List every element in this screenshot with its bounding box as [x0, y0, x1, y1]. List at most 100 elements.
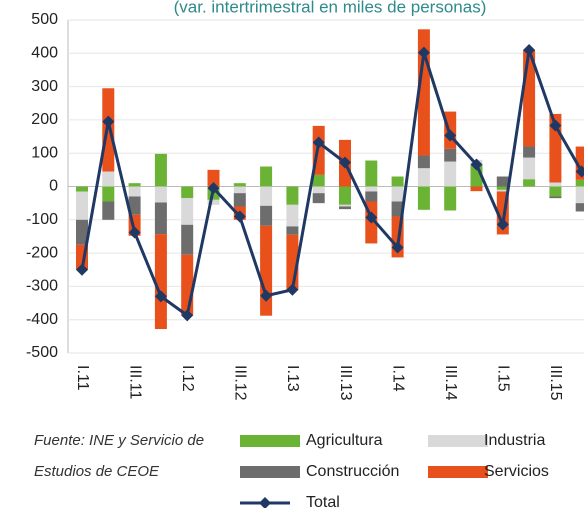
total-marker	[417, 46, 430, 59]
bar-segment	[181, 254, 194, 316]
bar-segment	[575, 186, 584, 204]
bar-segment	[233, 193, 246, 207]
source-line: Estudios de CEOE	[34, 463, 160, 480]
bar-segment	[154, 234, 167, 330]
total-marker	[76, 263, 88, 276]
x-tick-label: III.13	[337, 365, 354, 401]
bar-segment	[181, 224, 194, 255]
x-tick-label: III.11	[126, 365, 143, 399]
total-marker	[154, 290, 167, 303]
y-tick-label: 100	[31, 144, 58, 161]
legend-label: Total	[306, 494, 340, 508]
bar-segment	[312, 193, 325, 204]
bar-segment	[365, 186, 378, 192]
bar-segment	[207, 199, 220, 205]
total-marker	[444, 129, 457, 142]
bar-segment	[470, 186, 483, 192]
bar-segment	[417, 155, 430, 169]
total-marker	[549, 119, 562, 132]
x-tick-label: I.11	[74, 365, 91, 391]
x-tick-label: I.13	[284, 365, 301, 392]
legend-swatch	[428, 466, 488, 478]
bar-segment	[102, 186, 115, 202]
bar-segment	[286, 204, 299, 227]
bar-segment	[365, 191, 378, 202]
bar-segment	[549, 196, 562, 199]
bar-segment	[286, 186, 299, 205]
total-marker	[233, 210, 246, 223]
bar-segment	[233, 183, 246, 187]
y-tick-label: 0	[49, 178, 58, 195]
bar-segment	[444, 186, 457, 211]
bar-segment	[260, 225, 273, 316]
bar-segment	[154, 186, 167, 203]
chart-title: (var. intertrimestral en miles de person…	[174, 0, 487, 16]
bar-segment	[391, 186, 404, 202]
bar-segment	[575, 146, 584, 180]
bar-segment	[417, 186, 430, 210]
legend-marker	[259, 497, 271, 508]
legend-label: Industria	[484, 432, 545, 449]
legend-swatch	[428, 435, 488, 447]
legend-label: Agricultura	[306, 432, 383, 449]
bar-segment	[339, 204, 351, 207]
total-marker	[470, 158, 483, 171]
bar-segment	[496, 176, 509, 187]
x-tick-label: III.15	[547, 365, 564, 401]
bar-segment	[233, 186, 246, 194]
y-tick-label: 400	[31, 45, 58, 62]
bar-segment	[365, 160, 378, 187]
bar-segment	[391, 201, 404, 217]
bar-segment	[181, 186, 194, 199]
bar-segment	[76, 191, 88, 220]
bar-segment	[312, 174, 325, 187]
legend-label: Construcción	[306, 463, 399, 480]
bar-segment	[417, 168, 430, 187]
source-line: Fuente: INE y Servicio de	[34, 432, 204, 449]
bar-segment	[260, 166, 273, 187]
x-tick-label: I.12	[179, 365, 196, 392]
bar-segment	[575, 203, 584, 212]
total-marker	[391, 241, 404, 254]
bar-segment	[128, 186, 141, 197]
bar-segment	[312, 186, 325, 194]
total-marker	[312, 136, 325, 149]
bar-segment	[523, 179, 536, 187]
bar-segment	[496, 186, 509, 190]
y-tick-label: -400	[26, 311, 58, 328]
total-marker	[339, 156, 351, 169]
y-tick-label: -500	[26, 344, 58, 361]
bar-segment	[523, 157, 536, 180]
total-marker	[181, 309, 194, 322]
bar-segment	[549, 182, 562, 187]
bar-segment	[102, 171, 115, 187]
bar-segment	[523, 146, 536, 158]
bar-segment	[549, 186, 562, 197]
legend-swatch	[240, 466, 300, 478]
x-tick-label: III.14	[442, 365, 459, 401]
legend-swatch	[240, 435, 300, 447]
total-marker	[365, 211, 378, 224]
bar-segment	[286, 226, 299, 235]
bar-segment	[128, 183, 141, 187]
bar-segment	[391, 176, 404, 187]
total-marker	[207, 182, 220, 195]
total-marker	[128, 226, 141, 239]
y-tick-label: 200	[31, 111, 58, 128]
total-line	[80, 49, 584, 318]
bar-segment	[260, 205, 273, 226]
bar-segment	[575, 179, 584, 187]
bar-segment	[339, 186, 351, 205]
total-marker	[102, 115, 115, 128]
bar-segment	[444, 161, 457, 187]
total-marker	[575, 165, 584, 178]
bar-segment	[339, 206, 351, 210]
y-tick-label: -300	[26, 278, 58, 295]
bar-segment	[207, 169, 220, 187]
y-tick-label: 300	[31, 78, 58, 95]
bar-segment	[444, 148, 457, 162]
total-marker	[260, 289, 273, 302]
bar-segment	[102, 201, 115, 220]
bar-segment	[76, 219, 88, 245]
